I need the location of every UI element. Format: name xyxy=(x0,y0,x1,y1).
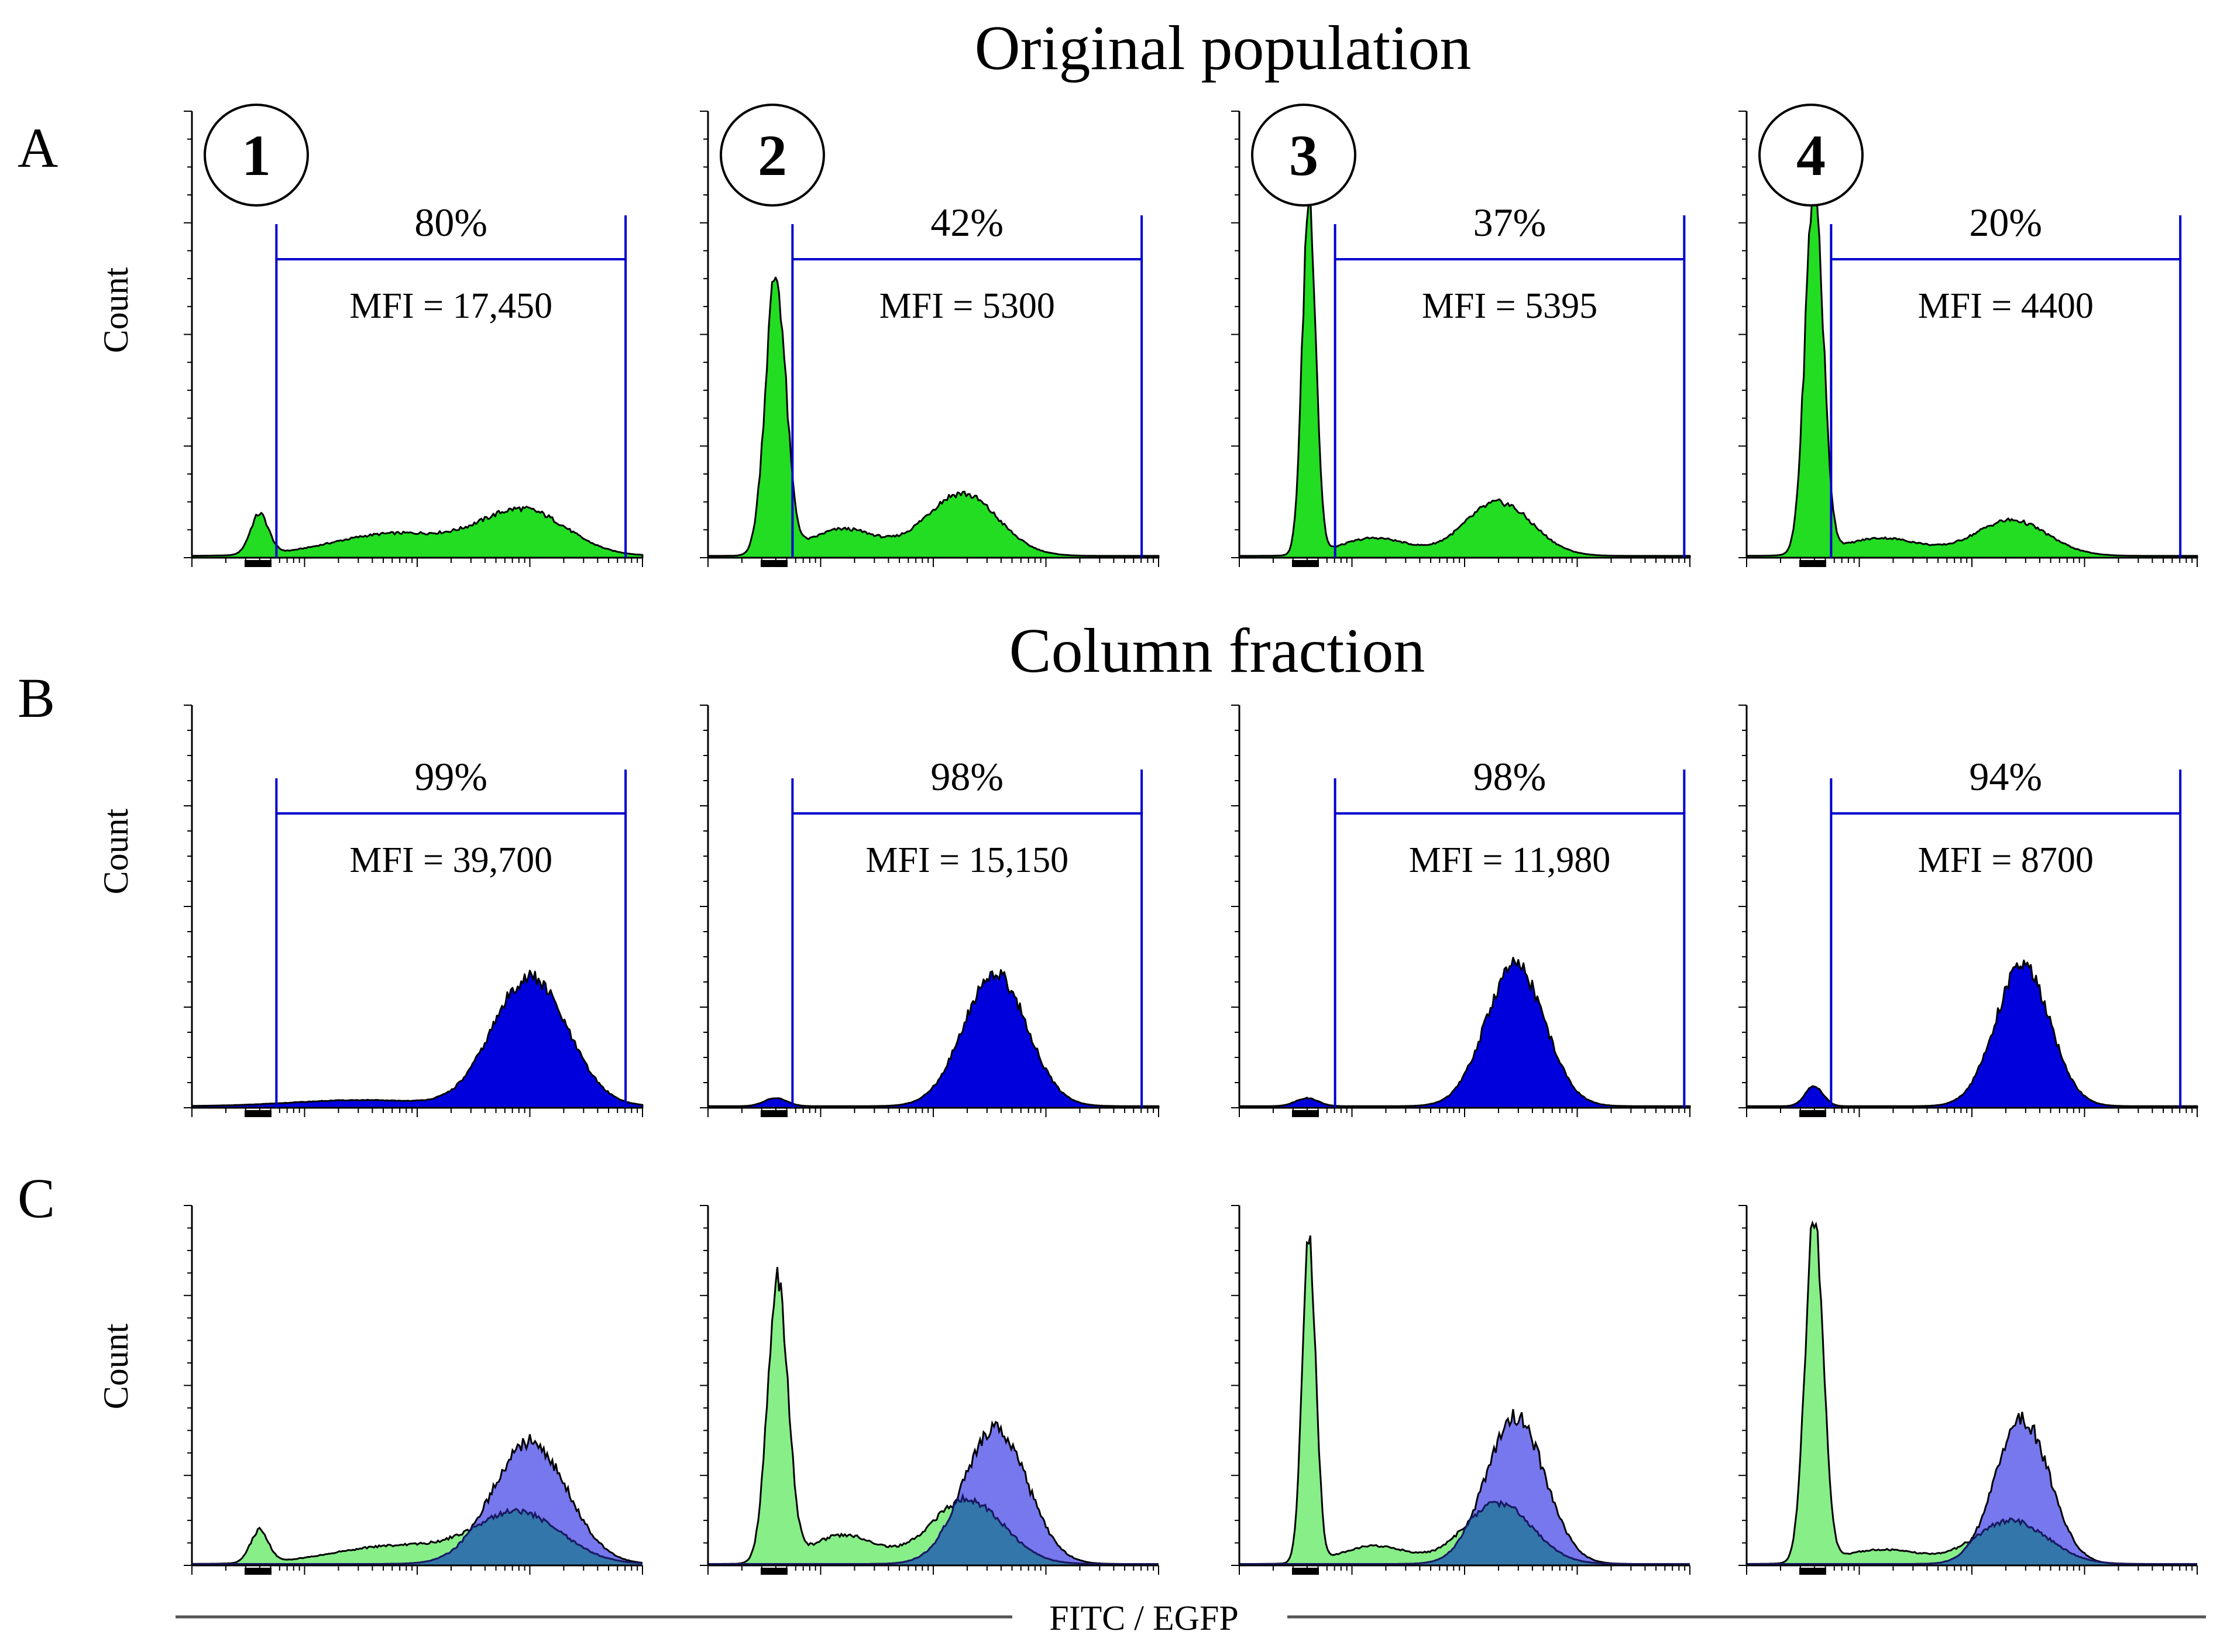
row-b-panel-1-origin-marker xyxy=(245,1110,272,1117)
row-c-panel-4-origin-marker xyxy=(1799,1568,1826,1575)
row-c-panel-1-overlap-fill xyxy=(192,1509,642,1565)
row-c-panel-3-overlap-outline xyxy=(1239,1499,1690,1565)
row-b-panel-2-gate-percent: 98% xyxy=(930,754,1004,799)
row-a-panel-3-origin-marker xyxy=(1292,560,1319,567)
row-b-panel-3-origin-marker xyxy=(1292,1110,1319,1117)
row-a-panel-3-gate-percent: 37% xyxy=(1473,200,1547,245)
row-c-panel-3-original-fill xyxy=(1239,1235,1690,1565)
x-axis-label: FITC / EGFP xyxy=(1049,1599,1238,1637)
row-letter-b: B xyxy=(18,667,55,729)
row-b-panel-2-histogram xyxy=(707,969,1160,1109)
row-a-panel-2-sample-badge xyxy=(720,104,825,207)
row-b-panel-1-gate-percent: 99% xyxy=(414,754,487,799)
row-a-panel-1: 80% MFI = 17,450 1 xyxy=(184,104,644,567)
row-c-panel-4 xyxy=(1738,1205,2198,1575)
row-c-panel-3-origin-marker xyxy=(1292,1568,1319,1575)
row-b-panel-3-mfi-label: MFI = 11,980 xyxy=(1409,840,1610,880)
row-a-y-axis-label: Count xyxy=(97,267,135,353)
row-a-panel-3-sample-number: 3 xyxy=(1289,123,1318,188)
row-a-panel-1-origin-marker xyxy=(245,560,272,567)
row-c-panel-4-original-fill xyxy=(1747,1222,2197,1565)
row-b-panel-2: 98% MFI = 15,150 xyxy=(700,705,1160,1117)
row-b-panel-2-origin-marker xyxy=(761,1110,788,1117)
row-a-panel-3-histogram xyxy=(1238,193,1691,559)
row-c-y-axis-label: Count xyxy=(97,1323,135,1409)
histogram-panels: 80% MFI = 17,450 1 42% MFI = 5300 2 37% MFI = 5… xyxy=(184,104,2198,1575)
row-a-panel-1-sample-badge xyxy=(204,104,309,207)
row-c-panel-1-origin-marker xyxy=(245,1568,272,1575)
row-a-panel-4-gate xyxy=(1830,258,2182,558)
row-c-panel-4-overlap-outline xyxy=(1747,1517,2197,1565)
row-b-panel-2-gate xyxy=(791,812,1143,1108)
row-a-panel-1-mfi-label: MFI = 17,450 xyxy=(349,286,552,326)
row-a-panel-2-histogram xyxy=(707,276,1160,559)
row-b-panel-4-gate xyxy=(1830,812,2182,1108)
row-b-panel-1-gate xyxy=(275,812,627,1108)
row-b-panel-1: 99% MFI = 39,700 xyxy=(184,705,644,1117)
row-a-panel-3-gate xyxy=(1334,258,1686,558)
row-a-panel-1-sample-number: 1 xyxy=(242,123,271,188)
row-c-panel-3-overlap-fill xyxy=(1239,1501,1690,1565)
row-b-panel-3-histogram xyxy=(1238,957,1691,1109)
row-c-panel-2-origin-marker xyxy=(761,1568,788,1575)
row-a-panel-1-histogram xyxy=(191,506,644,559)
row-c-panel-4-overlap-fill xyxy=(1747,1518,2197,1565)
row-a-panel-4-origin-marker xyxy=(1799,560,1826,567)
row-c-panel-2-overlap-fill xyxy=(708,1496,1159,1565)
row-c-panel-1-overlap-outline xyxy=(192,1507,643,1565)
row-a-panel-1-gate-percent: 80% xyxy=(414,200,487,245)
row-a-panel-2-sample-number: 2 xyxy=(758,123,787,188)
row-a-panel-2: 42% MFI = 5300 2 xyxy=(700,104,1160,567)
row-a-panel-2-origin-marker xyxy=(761,560,788,567)
row-c-panel-2-overlap-outline xyxy=(708,1492,1159,1565)
row-c-panel-1 xyxy=(184,1205,643,1575)
row-b-panel-2-mfi-label: MFI = 15,150 xyxy=(865,840,1068,880)
row-b-panel-3: 98% MFI = 11,980 xyxy=(1231,705,1691,1117)
row-b-panel-1-mfi-label: MFI = 39,700 xyxy=(349,840,552,880)
row-b-panel-4-mfi-label: MFI = 8700 xyxy=(1918,840,2094,880)
row-a-panel-2-gate-percent: 42% xyxy=(930,200,1004,245)
row-a-title: Original population xyxy=(975,13,1472,83)
row-a-panel-4-mfi-label: MFI = 4400 xyxy=(1918,286,2094,326)
row-b-title: Column fraction xyxy=(1009,616,1425,686)
row-b-panel-4: 94% MFI = 8700 xyxy=(1738,705,2198,1117)
row-a-panel-4-gate-percent: 20% xyxy=(1969,200,2042,245)
row-b-panel-4-histogram xyxy=(1745,959,2198,1109)
row-a-panel-4-histogram xyxy=(1745,177,2198,559)
row-a-panel-4: 20% MFI = 4400 4 xyxy=(1738,104,2198,567)
row-b-panel-4-origin-marker xyxy=(1799,1110,1826,1117)
row-b-panel-1-histogram xyxy=(191,970,644,1109)
row-b-panel-3-gate-percent: 98% xyxy=(1473,754,1547,799)
row-a-panel-4-sample-badge xyxy=(1758,104,1864,207)
row-c-panel-2-column-fill xyxy=(708,1422,1159,1565)
row-a-panel-2-gate xyxy=(791,258,1143,558)
row-c-panel-2 xyxy=(700,1205,1159,1575)
row-b-panel-4-gate-percent: 94% xyxy=(1969,754,2042,799)
row-a-panel-1-gate xyxy=(275,258,627,558)
row-a-panel-3-mfi-label: MFI = 5395 xyxy=(1422,286,1597,326)
row-a-panel-3-sample-badge xyxy=(1251,104,1356,207)
row-a-panel-2-mfi-label: MFI = 5300 xyxy=(879,286,1055,326)
row-letter-a: A xyxy=(18,116,58,179)
row-c-panel-3 xyxy=(1231,1205,1690,1575)
row-b-y-axis-label: Count xyxy=(97,808,135,894)
row-a-panel-3: 37% MFI = 5395 3 xyxy=(1231,104,1691,567)
row-a-panel-4-sample-number: 4 xyxy=(1796,123,1826,188)
row-b-panel-3-gate xyxy=(1334,812,1686,1108)
row-letter-c: C xyxy=(18,1167,55,1229)
